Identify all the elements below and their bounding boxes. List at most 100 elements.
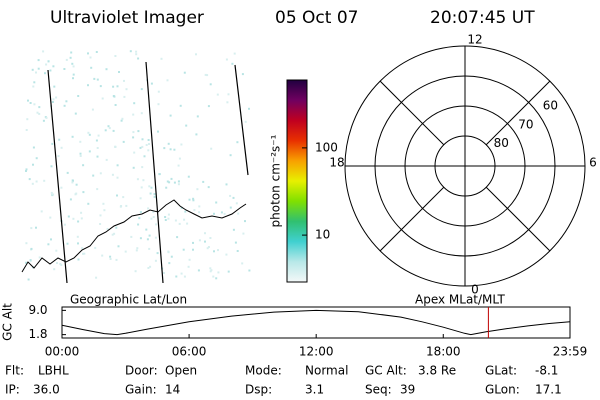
speckle [76,235,79,238]
speckle [176,236,179,239]
speckle [42,50,45,53]
x-tick-label: 12:00 [299,345,334,359]
speckle [71,135,74,138]
speckle [81,247,84,250]
speckle [195,53,197,56]
time: 20:07:45 UT [430,8,535,28]
speckle [47,60,50,63]
speckle [29,102,32,104]
speckle [45,116,48,119]
speckle [158,173,161,176]
speckle [74,112,77,115]
speckle [109,258,112,260]
speckle [83,252,86,255]
speckle [207,186,210,189]
speckle [212,275,215,278]
speckle [111,173,114,176]
speckle [116,176,119,179]
speckle [215,277,218,280]
altitude-line [61,309,571,336]
footer-label: Door: [125,364,158,378]
polar-spoke [379,80,445,146]
speckle [82,164,85,167]
speckle [174,219,177,222]
speckle [137,130,140,133]
speckle [169,114,172,117]
speckle [232,196,235,199]
speckle [150,82,153,85]
speckle [50,165,53,168]
speckle [124,250,127,253]
speckle [79,155,82,157]
speckle [217,271,220,274]
speckle [123,95,126,98]
speckle [139,197,142,200]
speckle [38,256,41,259]
speckle [232,228,235,231]
footer-label: Seq: [365,383,392,397]
speckle [35,226,37,229]
speckle [47,243,50,246]
speckle [198,239,201,242]
speckle [154,236,157,239]
footer-value: 3.1 [305,383,324,397]
speckle [167,217,170,220]
speckle [150,186,153,189]
speckle [195,133,198,136]
speckle [216,93,219,96]
speckle [178,222,181,225]
speckle [137,223,140,226]
speckle [244,220,246,223]
speckle [115,226,118,229]
footer-value: 39 [400,383,415,397]
footer-label: GLon: [485,383,520,397]
speckle [53,85,56,88]
speckle [29,259,32,262]
speckle [225,183,228,186]
speckle [75,183,78,186]
speckle [184,210,187,213]
speckle [38,106,41,109]
speckle [55,96,58,99]
speckle [167,251,170,254]
speckle [226,101,229,104]
colorbar-label: photon cm⁻²s⁻¹ [269,134,283,227]
speckle [70,51,73,54]
speckle [147,149,150,152]
speckle [139,211,142,214]
speckle [117,245,120,248]
speckle [122,196,125,199]
speckle [241,262,244,265]
speckle [206,247,209,250]
speckle [206,74,209,77]
speckle [90,66,93,69]
speckle [52,65,55,68]
speckle [35,157,38,160]
speckle [37,59,40,62]
speckle [177,180,180,183]
speckle [96,78,99,81]
footer-label: Mode: [245,364,282,378]
speckle [51,142,54,145]
polar-hour-label: 6 [589,156,597,170]
colorbar-tick-label: 10 [315,228,330,242]
speckle [141,166,144,169]
speckle [88,150,91,153]
speckle [77,220,80,223]
speckle [183,71,186,74]
speckle [137,57,140,60]
speckle [112,85,115,88]
speckle [91,108,94,111]
footer-value: 17.1 [535,383,562,397]
speckle [80,211,83,214]
speckle [153,195,156,198]
speckle [175,275,178,278]
speckle [87,131,90,134]
speckle [225,58,228,61]
speckle [179,104,182,107]
speckle [95,276,98,279]
x-tick-label: 06:00 [172,345,207,359]
speckle [182,248,185,251]
colorbar [286,79,308,283]
speckle [102,202,105,205]
